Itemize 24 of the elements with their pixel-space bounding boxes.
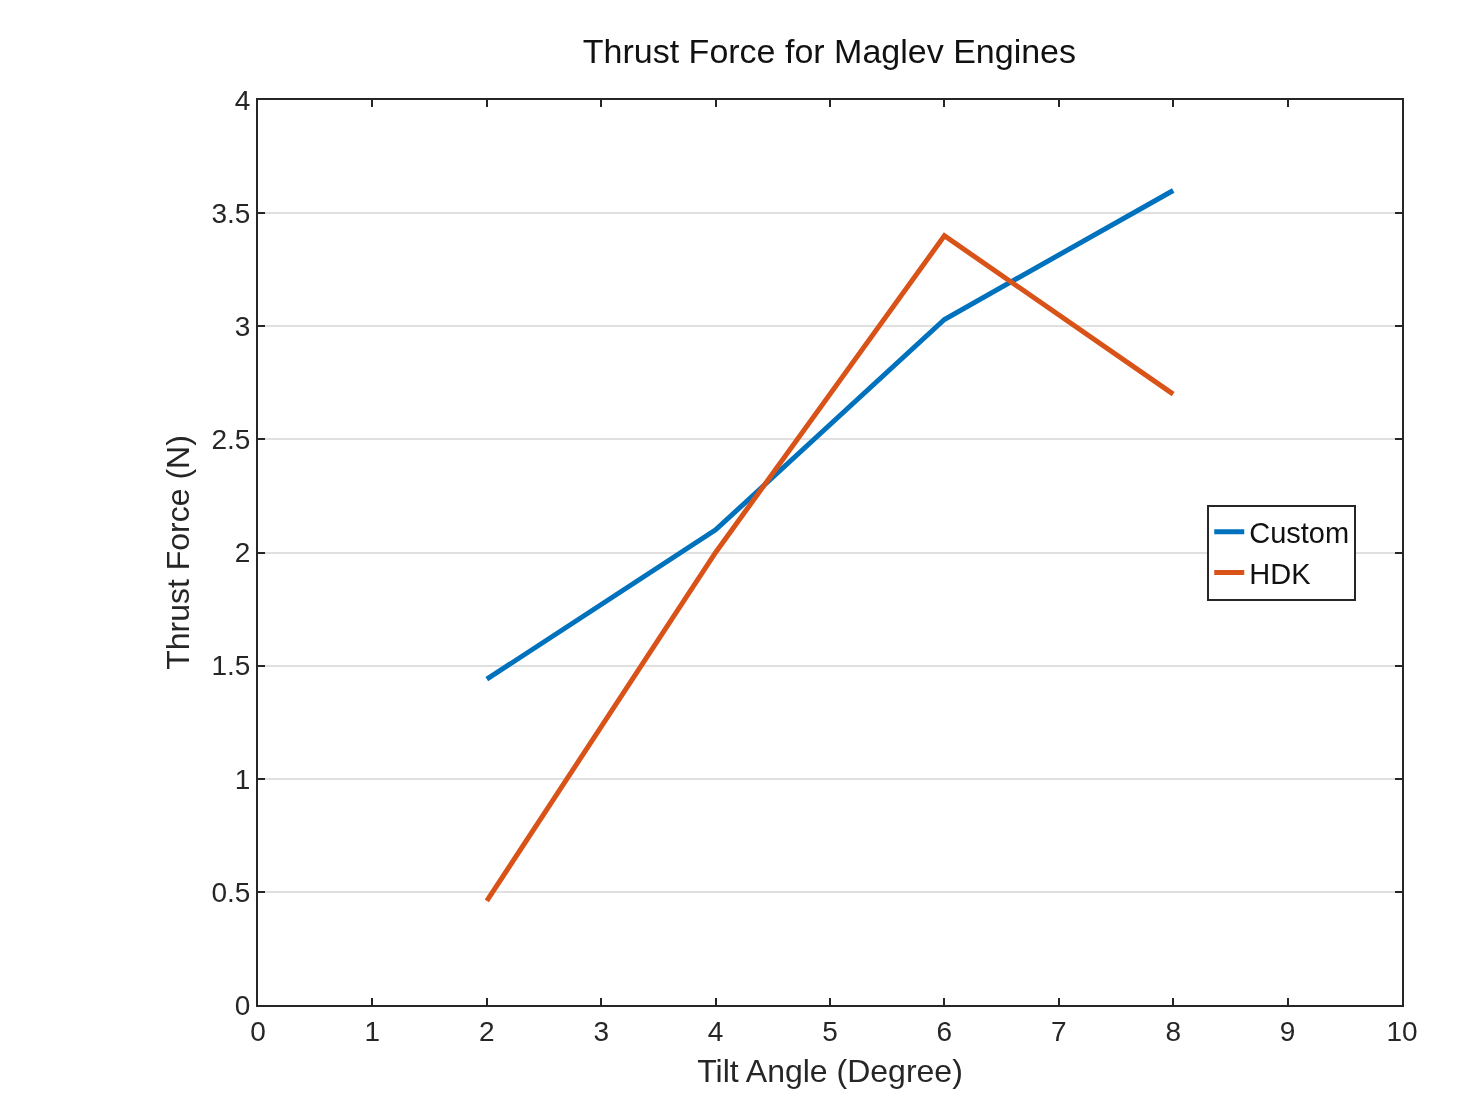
y-axis-title: Thrust Force (N) [160, 435, 197, 670]
y-tick-label: 2 [234, 537, 251, 569]
legend-label: HDK [1249, 557, 1312, 590]
x-axis-title: Tilt Angle (Degree) [697, 1053, 963, 1089]
x-tick-label: 5 [822, 1015, 838, 1047]
y-tick-label: 3 [234, 311, 251, 343]
x-tick-label: 10 [1386, 1015, 1418, 1047]
y-tick-label: 2.5 [211, 424, 251, 456]
y-tick-label: 1.5 [211, 650, 251, 682]
y-tick-label: 4 [234, 84, 251, 116]
x-tick-label: 2 [479, 1015, 495, 1047]
x-tick-label: 7 [1051, 1015, 1067, 1047]
x-tick-label: 8 [1165, 1015, 1181, 1047]
x-tick-label: 1 [364, 1015, 381, 1047]
x-tick-label: 3 [593, 1015, 609, 1047]
y-tick-label: 0 [234, 989, 251, 1021]
x-tick-label: 4 [707, 1015, 724, 1047]
legend-label: Custom [1249, 517, 1350, 550]
chart-title: Thrust Force for Maglev Engines [582, 32, 1077, 70]
x-tick-label: 9 [1279, 1015, 1296, 1047]
x-tick-label: 6 [936, 1015, 953, 1047]
y-tick-label: 0.5 [211, 876, 251, 908]
y-tick-label: 3.5 [211, 197, 251, 229]
y-tick-label: 1 [234, 763, 251, 795]
